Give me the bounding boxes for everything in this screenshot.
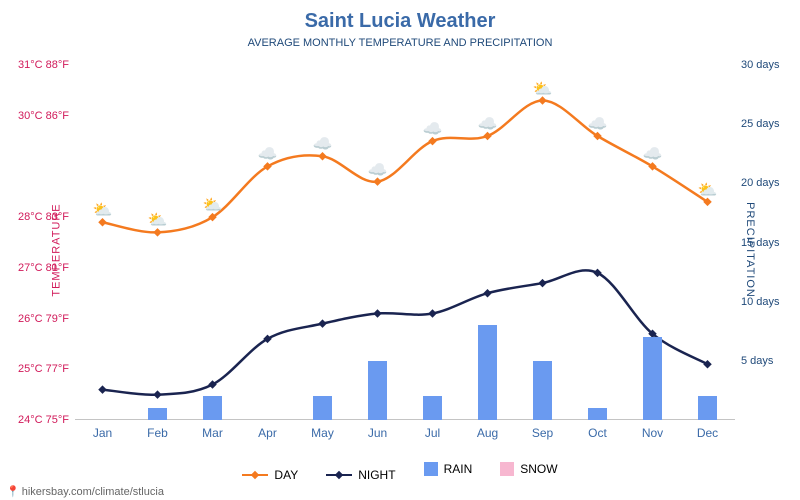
y-left-tick-label: 25°C 77°F bbox=[18, 363, 69, 375]
night-marker bbox=[483, 289, 491, 297]
map-pin-icon: 📍 bbox=[6, 486, 20, 498]
source-footer: 📍hikersbay.com/climate/stlucia bbox=[6, 485, 164, 498]
legend-item-snow: SNOW bbox=[500, 462, 557, 476]
x-tick-label: Sep bbox=[532, 426, 553, 440]
rain-bar bbox=[588, 408, 607, 420]
weather-icon: ☁️ bbox=[313, 134, 333, 154]
night-marker bbox=[703, 360, 711, 368]
weather-icon: ⛅ bbox=[533, 79, 553, 99]
rain-bar bbox=[698, 396, 717, 420]
legend-swatch-box bbox=[500, 462, 514, 476]
x-tick-label: Apr bbox=[258, 426, 277, 440]
night-marker bbox=[538, 279, 546, 287]
weather-icon: ☁️ bbox=[423, 119, 443, 139]
night-marker bbox=[98, 385, 106, 393]
y-left-tick-label: 27°C 81°F bbox=[18, 262, 69, 274]
legend-swatch-line bbox=[326, 474, 352, 476]
weather-icon: ☁️ bbox=[588, 114, 608, 134]
legend-label: NIGHT bbox=[358, 468, 395, 482]
y-right-tick-label: 30 days bbox=[741, 59, 780, 71]
legend-label: DAY bbox=[274, 468, 298, 482]
y-right-tick-label: 15 days bbox=[741, 237, 780, 249]
chart-subtitle: AVERAGE MONTHLY TEMPERATURE AND PRECIPIT… bbox=[0, 33, 800, 49]
night-marker bbox=[373, 309, 381, 317]
x-tick-label: Jan bbox=[93, 426, 112, 440]
weather-icon: ☁️ bbox=[478, 114, 498, 134]
rain-bar bbox=[148, 408, 167, 420]
legend-label: SNOW bbox=[520, 462, 557, 476]
x-tick-label: Mar bbox=[202, 426, 223, 440]
x-tick-label: Feb bbox=[147, 426, 168, 440]
legend-item-night: NIGHT bbox=[326, 468, 395, 482]
x-tick-label: Dec bbox=[697, 426, 718, 440]
weather-icon: ☁️ bbox=[368, 160, 388, 180]
rain-bar bbox=[203, 396, 222, 420]
weather-icon: ☁️ bbox=[258, 144, 278, 164]
rain-bar bbox=[368, 361, 387, 420]
rain-bar bbox=[643, 337, 662, 420]
y-left-tick-label: 26°C 79°F bbox=[18, 313, 69, 325]
y-right-tick-label: 20 days bbox=[741, 177, 780, 189]
y-left-tick-label: 31°C 88°F bbox=[18, 59, 69, 71]
legend-label: RAIN bbox=[444, 462, 473, 476]
x-tick-label: May bbox=[311, 426, 334, 440]
rain-bar bbox=[533, 361, 552, 420]
night-line bbox=[103, 270, 708, 394]
chart-plot-area: ⛅⛅⛅☁️☁️☁️☁️☁️⛅☁️☁️⛅ 24°C 75°F25°C 77°F26… bbox=[75, 65, 735, 420]
x-tick-label: Jun bbox=[368, 426, 387, 440]
y-right-tick-label: 25 days bbox=[741, 118, 780, 130]
y-left-tick-label: 28°C 83°F bbox=[18, 211, 69, 223]
y-right-axis-title: PRECIPITATION bbox=[744, 202, 756, 298]
weather-icon: ☁️ bbox=[643, 144, 663, 164]
y-left-tick-label: 24°C 75°F bbox=[18, 414, 69, 426]
legend-swatch-box bbox=[424, 462, 438, 476]
chart-svg bbox=[75, 65, 735, 420]
legend-swatch-line bbox=[242, 474, 268, 476]
weather-icon: ⛅ bbox=[698, 180, 718, 200]
legend: DAY NIGHT RAIN SNOW bbox=[0, 462, 800, 482]
weather-icon: ⛅ bbox=[203, 195, 223, 215]
legend-item-day: DAY bbox=[242, 468, 298, 482]
weather-icon: ⛅ bbox=[93, 200, 113, 220]
x-tick-label: Nov bbox=[642, 426, 663, 440]
night-marker bbox=[318, 319, 326, 327]
night-marker bbox=[428, 309, 436, 317]
y-left-tick-label: 30°C 86°F bbox=[18, 110, 69, 122]
day-line bbox=[103, 101, 708, 233]
x-tick-label: Aug bbox=[477, 426, 498, 440]
chart-title: Saint Lucia Weather bbox=[0, 0, 800, 33]
y-right-tick-label: 10 days bbox=[741, 296, 780, 308]
legend-item-rain: RAIN bbox=[424, 462, 473, 476]
rain-bar bbox=[478, 325, 497, 420]
night-marker bbox=[153, 390, 161, 398]
x-tick-label: Jul bbox=[425, 426, 440, 440]
rain-bar bbox=[423, 396, 442, 420]
y-right-tick-label: 5 days bbox=[741, 355, 773, 367]
rain-bar bbox=[313, 396, 332, 420]
weather-icon: ⛅ bbox=[148, 210, 168, 230]
source-url: hikersbay.com/climate/stlucia bbox=[22, 486, 164, 498]
x-tick-label: Oct bbox=[588, 426, 607, 440]
